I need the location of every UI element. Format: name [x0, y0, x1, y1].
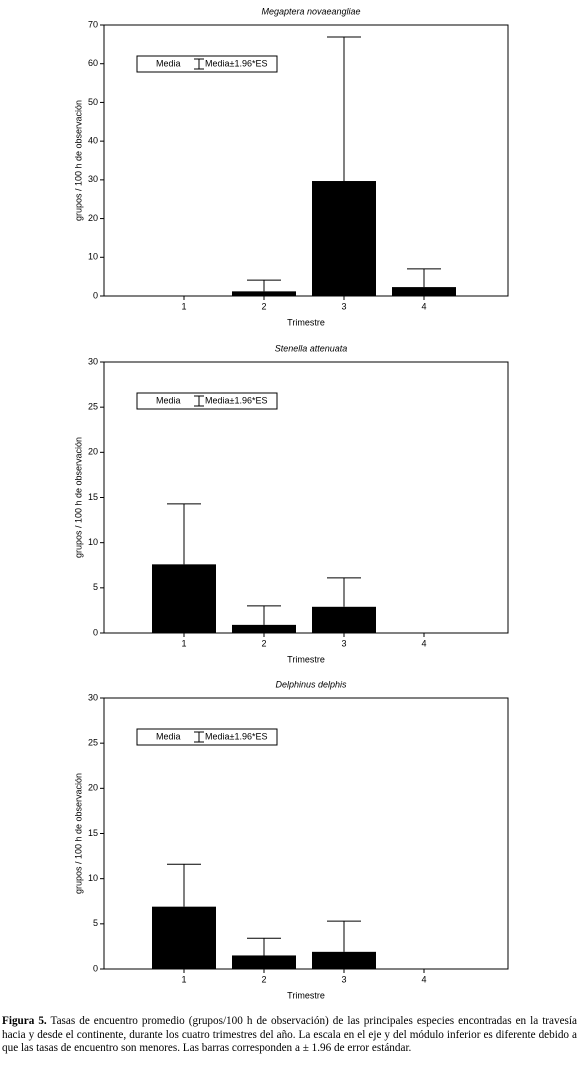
x-tick-label: 1: [181, 638, 186, 648]
x-axis-label: Trimestre: [287, 654, 325, 664]
x-tick-label: 3: [341, 638, 346, 648]
y-tick-label: 5: [93, 582, 98, 592]
bar: [232, 955, 296, 969]
y-tick-label: 20: [88, 783, 98, 793]
y-axis-label: grupos / 100 h de observación: [73, 100, 83, 221]
y-tick-label: 10: [88, 537, 98, 547]
bar: [312, 181, 376, 296]
y-tick-label: 0: [93, 627, 98, 637]
x-axis-label: Trimestre: [287, 317, 325, 327]
y-tick-label: 70: [88, 19, 98, 29]
y-tick-label: 20: [88, 447, 98, 457]
chart-title: Delphinus delphis: [275, 679, 347, 689]
y-tick-label: 40: [88, 136, 98, 146]
x-tick-label: 2: [261, 638, 266, 648]
bar: [312, 606, 376, 633]
legend-box: [136, 392, 278, 410]
x-axis-label: Trimestre: [287, 990, 325, 1000]
x-tick-label: 1: [181, 301, 186, 311]
legend-label: Media: [156, 731, 181, 741]
x-tick-label: 2: [261, 974, 266, 984]
legend-label: Media±1.96*ES: [205, 731, 267, 741]
figure: Megaptera novaeangliae010203040506070gru…: [73, 6, 509, 1000]
bar: [232, 291, 296, 296]
bar: [392, 287, 456, 296]
y-tick-label: 30: [88, 174, 98, 184]
x-tick-label: 4: [421, 974, 426, 984]
y-tick-label: 50: [88, 97, 98, 107]
caption: Figura 5. Tasas de encuentro promedio (g…: [2, 1015, 577, 1056]
legend-label: Media: [156, 395, 181, 405]
y-tick-label: 30: [88, 692, 98, 702]
x-tick-label: 4: [421, 638, 426, 648]
y-tick-label: 25: [88, 738, 98, 748]
y-tick-label: 25: [88, 402, 98, 412]
y-axis-label: grupos / 100 h de observación: [73, 437, 83, 558]
bar: [312, 951, 376, 969]
chart-title: Stenella attenuata: [275, 343, 348, 353]
x-tick-label: 4: [421, 301, 426, 311]
bar: [232, 624, 296, 633]
x-tick-label: 1: [181, 974, 186, 984]
caption-text: Tasas de encuentro promedio (grupos/100 …: [2, 1015, 577, 1054]
y-tick-label: 15: [88, 828, 98, 838]
x-tick-label: 3: [341, 974, 346, 984]
y-axis-label: grupos / 100 h de observación: [73, 773, 83, 894]
y-tick-label: 30: [88, 356, 98, 366]
y-tick-label: 0: [93, 290, 98, 300]
caption-label: Figura 5.: [2, 1015, 47, 1027]
x-tick-label: 3: [341, 301, 346, 311]
y-tick-label: 5: [93, 918, 98, 928]
legend-box: [136, 55, 278, 73]
y-tick-label: 15: [88, 492, 98, 502]
legend-label: Media: [156, 58, 181, 68]
legend-label: Media±1.96*ES: [205, 395, 267, 405]
y-tick-label: 60: [88, 58, 98, 68]
y-tick-label: 10: [88, 252, 98, 262]
y-tick-label: 10: [88, 873, 98, 883]
x-tick-label: 2: [261, 301, 266, 311]
y-tick-label: 0: [93, 963, 98, 973]
plot-frame: [103, 24, 509, 297]
chart-title: Megaptera novaeangliae: [261, 6, 360, 16]
legend-box: [136, 728, 278, 746]
legend-label: Media±1.96*ES: [205, 58, 267, 68]
y-tick-label: 20: [88, 213, 98, 223]
bar: [152, 564, 216, 633]
bar: [152, 906, 216, 969]
